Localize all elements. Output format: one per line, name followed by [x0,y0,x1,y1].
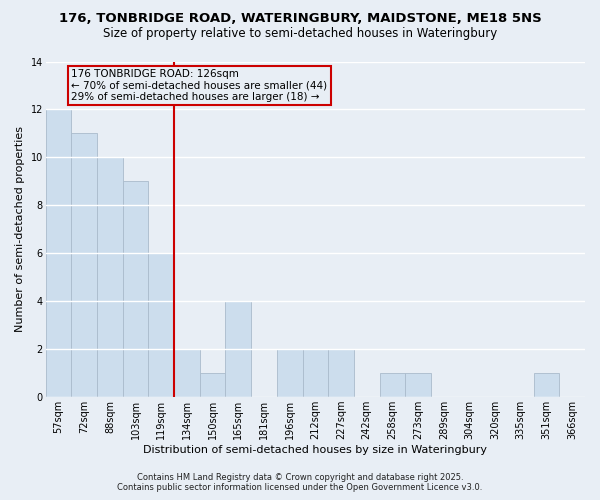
Text: 176 TONBRIDGE ROAD: 126sqm
← 70% of semi-detached houses are smaller (44)
29% of: 176 TONBRIDGE ROAD: 126sqm ← 70% of semi… [71,68,328,102]
Bar [71,134,97,397]
Bar [200,373,226,397]
Bar [226,302,251,397]
Y-axis label: Number of semi-detached properties: Number of semi-detached properties [15,126,25,332]
Bar [405,373,431,397]
Text: Contains HM Land Registry data © Crown copyright and database right 2025.
Contai: Contains HM Land Registry data © Crown c… [118,473,482,492]
Bar [148,254,174,397]
Text: Size of property relative to semi-detached houses in Wateringbury: Size of property relative to semi-detach… [103,28,497,40]
Bar [174,349,200,397]
Bar [302,349,328,397]
X-axis label: Distribution of semi-detached houses by size in Wateringbury: Distribution of semi-detached houses by … [143,445,487,455]
Bar [46,110,71,397]
Bar [328,349,354,397]
Bar [380,373,405,397]
Bar [97,158,123,397]
Bar [533,373,559,397]
Text: 176, TONBRIDGE ROAD, WATERINGBURY, MAIDSTONE, ME18 5NS: 176, TONBRIDGE ROAD, WATERINGBURY, MAIDS… [59,12,541,26]
Bar [277,349,302,397]
Bar [123,182,148,397]
